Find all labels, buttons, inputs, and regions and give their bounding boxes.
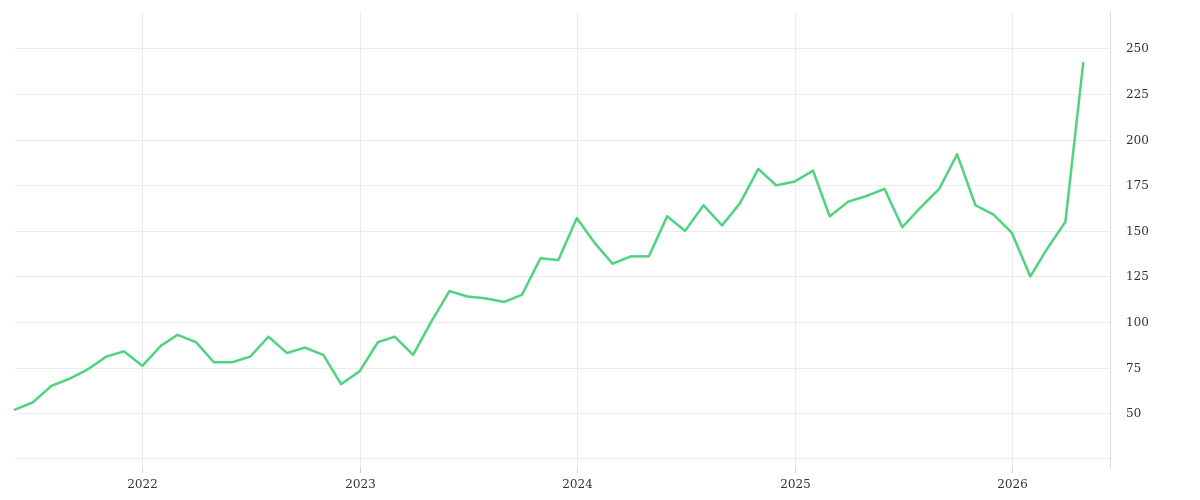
- y-tick-label: 200: [1126, 133, 1149, 147]
- grid: [15, 12, 1110, 468]
- x-tick-label: 2022: [127, 477, 158, 491]
- series-line: [13, 61, 1085, 411]
- y-tick-label: 50: [1126, 406, 1141, 420]
- y-tick-label: 175: [1126, 178, 1149, 192]
- y-tick-label: 150: [1126, 224, 1149, 238]
- y-tick-label: 75: [1126, 361, 1141, 375]
- x-tick-label: 2026: [997, 477, 1028, 491]
- x-tick-label: 2025: [780, 477, 811, 491]
- x-tick-label: 2024: [562, 477, 593, 491]
- y-tick-label: 125: [1126, 269, 1149, 283]
- tick-labels: 50 75 100 125 150 175 200 225 250 2022 2023 2024 202…: [127, 41, 1149, 491]
- y-tick-label: 225: [1126, 87, 1149, 101]
- y-tick-label: 250: [1126, 41, 1149, 55]
- axes: [142, 12, 1111, 473]
- x-tick-label: 2023: [345, 477, 376, 491]
- y-tick-label: 100: [1126, 315, 1149, 329]
- series-layer: [13, 61, 1085, 411]
